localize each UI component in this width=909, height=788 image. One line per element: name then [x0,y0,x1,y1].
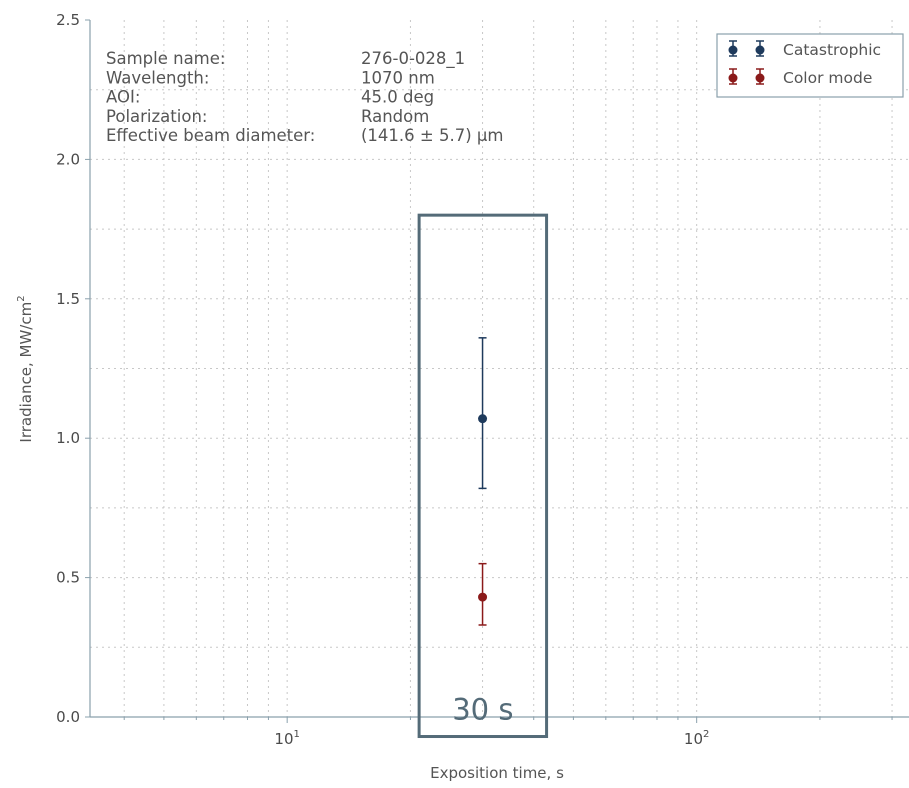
y-axis-title-sup: 2 [16,295,27,301]
sample-info-label: Effective beam diameter: [106,126,315,145]
x-axis-title: Exposition time, s [430,764,564,782]
y-tick-label: 2.5 [56,11,80,29]
x-tick-label: 102 [684,729,709,748]
x-tick-label: 101 [274,729,299,748]
x-tick-base: 10 [684,730,703,748]
highlight-box: 30 s [417,213,549,739]
legend-label: Catastrophic [783,41,881,59]
sample-info-label: Polarization: [106,107,207,126]
sample-info-value: (141.6 ± 5.7) μm [361,126,503,145]
legend-marker [755,45,765,55]
legend-marker [728,73,738,83]
sample-info-value: 45.0 deg [361,88,434,107]
sample-info-value: 276-0-028_1 [361,49,465,69]
legend: Catastrophic Color mode [716,33,904,98]
sample-info-value: Random [361,107,429,126]
sample-info: Sample name: 276-0-028_1 Wavelength: 1070 n… [106,49,503,145]
legend-label: Color mode [783,69,872,87]
sample-info-value: 1070 nm [361,68,435,87]
data-points [478,337,488,626]
x-tick-exponent: 1 [294,729,300,740]
legend-marker [728,45,738,55]
y-tick-label: 0.0 [56,708,80,726]
y-axis-title-main: Irradiance, MW/cm [17,302,35,443]
y-tick-label: 0.5 [56,569,80,587]
legend-frame [716,33,904,98]
legend-marker [755,73,765,83]
data-point [478,414,488,424]
x-tick-base: 10 [274,730,293,748]
highlight-box-label: 30 s [452,693,513,727]
axes [89,20,909,718]
y-tick-label: 2.0 [56,150,80,168]
y-tick-label: 1.0 [56,429,80,447]
highlight-box-frame [417,213,549,739]
x-tick-exponent: 2 [703,729,709,740]
data-point [478,592,488,602]
y-tick-label: 1.5 [56,290,80,308]
sample-info-label: Sample name: [106,49,225,68]
sample-info-label: Wavelength: [106,68,209,87]
grid-lines [90,20,909,717]
y-axis-title: Irradiance, MW/cm2 [16,295,35,442]
sample-info-label: AOI: [106,88,140,107]
